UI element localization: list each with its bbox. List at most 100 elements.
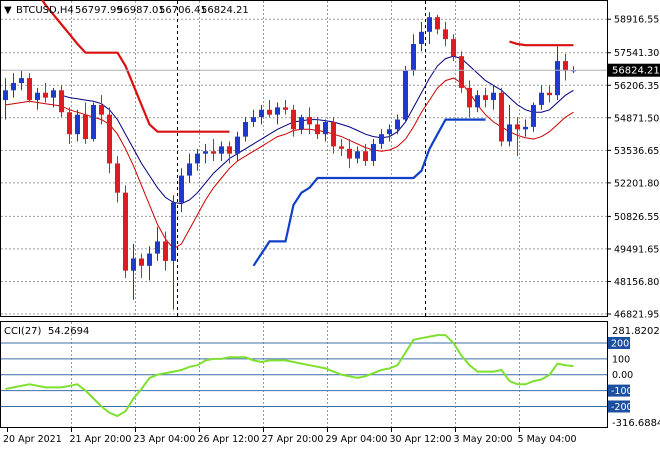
candle-body	[339, 146, 344, 149]
candle	[531, 102, 536, 132]
time-label: 29 Apr 04:00	[326, 434, 388, 445]
candle	[395, 114, 400, 135]
candles	[3, 12, 576, 310]
candle-body	[275, 107, 280, 115]
dropdown-arrow-icon[interactable]: ▼	[4, 5, 12, 16]
candle-body	[219, 146, 224, 154]
candle	[251, 109, 256, 127]
candle	[3, 78, 8, 120]
candle-body	[155, 241, 160, 254]
candle-body	[179, 175, 184, 203]
candle	[187, 153, 192, 183]
candle-body	[523, 126, 528, 130]
candle-body	[347, 148, 352, 159]
candle-body	[75, 114, 80, 135]
cci-level-label: -100	[611, 386, 633, 397]
candle	[475, 90, 480, 113]
candle-body	[419, 31, 424, 44]
candle	[483, 87, 488, 108]
candle	[387, 124, 392, 142]
candle-body	[3, 90, 8, 101]
candle-body	[251, 117, 256, 122]
cci-level-label: -200	[611, 402, 633, 413]
candle	[75, 109, 80, 142]
candle-body	[43, 92, 48, 98]
candle	[555, 46, 560, 101]
time-label: 20 Apr 2021	[3, 434, 62, 445]
cci-axis: 200 100 0.00 -100 -200 281.8202 -316.6884	[608, 326, 660, 429]
cci-value: 54.2694	[48, 326, 89, 337]
ohlc-open: 56797.99	[75, 5, 123, 16]
candle	[83, 102, 88, 144]
time-label: 30 Apr 12:00	[390, 434, 452, 445]
candle-body	[491, 92, 496, 101]
candle-body	[427, 17, 432, 32]
candle	[283, 100, 288, 115]
candle	[115, 156, 120, 203]
price-tick-label: 48156.80	[614, 277, 659, 288]
candle-body	[203, 151, 208, 154]
candle	[427, 12, 432, 44]
candle-body	[323, 121, 328, 135]
candle	[195, 148, 200, 171]
time-label: 26 Apr 12:00	[198, 434, 260, 445]
candle	[243, 117, 248, 142]
candle-body	[235, 136, 240, 154]
candle-body	[83, 114, 88, 140]
cci-level-box	[608, 384, 630, 397]
candle	[339, 139, 344, 157]
candle-body	[507, 124, 512, 142]
cci-level-box	[608, 400, 630, 413]
candle-body	[27, 78, 32, 101]
candle-body	[51, 90, 56, 98]
candle-body	[11, 82, 16, 91]
price-tick-label: 52201.80	[614, 178, 659, 189]
time-axis: 20 Apr 2021 21 Apr 20:00 23 Apr 04:00 26 Ap…	[3, 428, 577, 445]
candle	[403, 65, 408, 122]
candle-body	[355, 151, 360, 159]
candle-body	[315, 124, 320, 135]
candle-body	[459, 56, 464, 88]
time-label: 3 May 20:00	[454, 434, 513, 445]
candle-body	[539, 92, 544, 105]
candle-body	[139, 258, 144, 266]
candle	[419, 22, 424, 52]
stop-down-line	[509, 40, 574, 47]
time-label: 23 Apr 04:00	[134, 434, 196, 445]
chart-header: ▼ BTCUSD,H4 56797.99 56987.01 56706.41 5…	[4, 5, 249, 16]
candle	[59, 85, 64, 118]
candle-body	[467, 87, 472, 108]
last-price-label: 56824.21	[612, 66, 660, 77]
candle	[43, 82, 48, 103]
candle-body	[99, 104, 104, 115]
candle-body	[363, 151, 368, 161]
candle-body	[307, 117, 312, 125]
candle	[91, 102, 96, 142]
candle	[411, 34, 416, 76]
candle	[171, 195, 176, 310]
main-panel: ▼ BTCUSD,H4 56797.99 56987.01 56706.41 5…	[0, 0, 608, 427]
price-axis[interactable]: 58916.55 57541.30 56206.35 54871.50 53536.65…	[607, 15, 660, 321]
price-tick-label: 53536.65	[614, 146, 659, 157]
price-tick-label: 57541.30	[614, 48, 659, 59]
candle-body	[451, 39, 456, 57]
candle-body	[107, 114, 112, 164]
candle	[523, 119, 528, 137]
cci-level-label: 0.00	[612, 370, 633, 381]
candle-body	[395, 119, 400, 130]
cci-level-box	[608, 336, 630, 349]
candle	[123, 185, 128, 278]
candle	[347, 139, 352, 169]
ohlc-close: 56824.21	[201, 5, 249, 16]
candle-body	[379, 134, 384, 144]
candle-body	[227, 146, 232, 154]
candle-body	[483, 95, 488, 101]
candle-body	[563, 61, 568, 71]
candle	[51, 87, 56, 108]
time-label: 21 Apr 20:00	[70, 434, 132, 445]
candle	[259, 104, 264, 125]
candle	[11, 73, 16, 98]
candle	[291, 104, 296, 137]
candle-body	[59, 90, 64, 113]
